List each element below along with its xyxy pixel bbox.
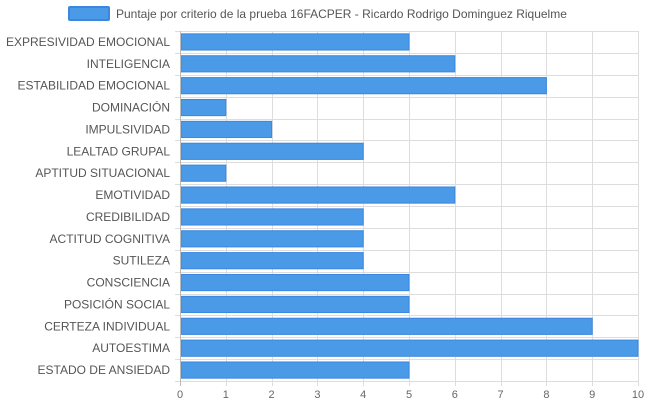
x-tick-label: 5 [406,389,412,401]
bar [180,273,410,292]
bar [180,295,410,314]
x-tick-label: 8 [543,389,549,401]
legend: Puntaje por criterio de la prueba 16FACP… [68,6,567,21]
category-label: ACTITUD COGNITIVA [50,232,170,246]
x-tick-label: 4 [360,389,366,401]
legend-swatch [68,6,110,21]
category-label: SUTILEZA [113,254,170,268]
category-label: IMPULSIVIDAD [85,122,170,136]
x-tick-label: 3 [314,389,320,401]
bar [180,77,547,95]
bar [180,33,410,51]
x-tick-label: 6 [452,389,458,401]
bars [180,33,639,379]
bar [180,230,364,248]
category-label: AUTOESTIMA [92,341,170,355]
x-tick-label: 9 [589,389,595,401]
bar [180,252,364,270]
bar [180,361,410,379]
category-label: ESTABILIDAD EMOCIONAL [18,79,171,93]
category-label: POSICIÓN SOCIAL [64,296,170,311]
bar [180,317,593,335]
category-label: CERTEZA INDIVIDUAL [44,319,170,333]
category-label: LEALTAD GRUPAL [67,144,171,158]
bar [180,208,364,226]
category-label: ESTADO DE ANSIEDAD [38,363,171,377]
bar [180,98,227,117]
x-tick-label: 0 [177,389,183,401]
category-label: EXPRESIVIDAD EMOCIONAL [6,35,170,49]
x-tick-label: 7 [498,389,504,401]
category-label: EMOTIVIDAD [95,188,170,202]
category-label: APTITUD SITUACIONAL [35,166,170,180]
category-label: CONSCIENCIA [87,276,170,290]
category-label: DOMINACIÓN [92,100,170,115]
category-labels: EXPRESIVIDAD EMOCIONAL INTELIGENCIA ESTABI… [6,35,170,377]
x-tick-label: 10 [632,389,644,401]
bar [180,55,456,73]
bar [180,186,456,204]
x-tick-label: 1 [223,389,229,401]
bar [180,164,227,182]
bar [180,120,273,139]
category-label: CREDIBILIDAD [86,210,170,224]
x-tick-label: 2 [269,389,275,401]
bar [180,339,639,357]
x-tick-labels: 0 1 2 3 4 5 6 7 8 9 10 [177,389,644,401]
legend-label: Puntaje por criterio de la prueba 16FACP… [116,7,567,21]
category-label: INTELIGENCIA [87,57,170,71]
bar [180,142,364,160]
